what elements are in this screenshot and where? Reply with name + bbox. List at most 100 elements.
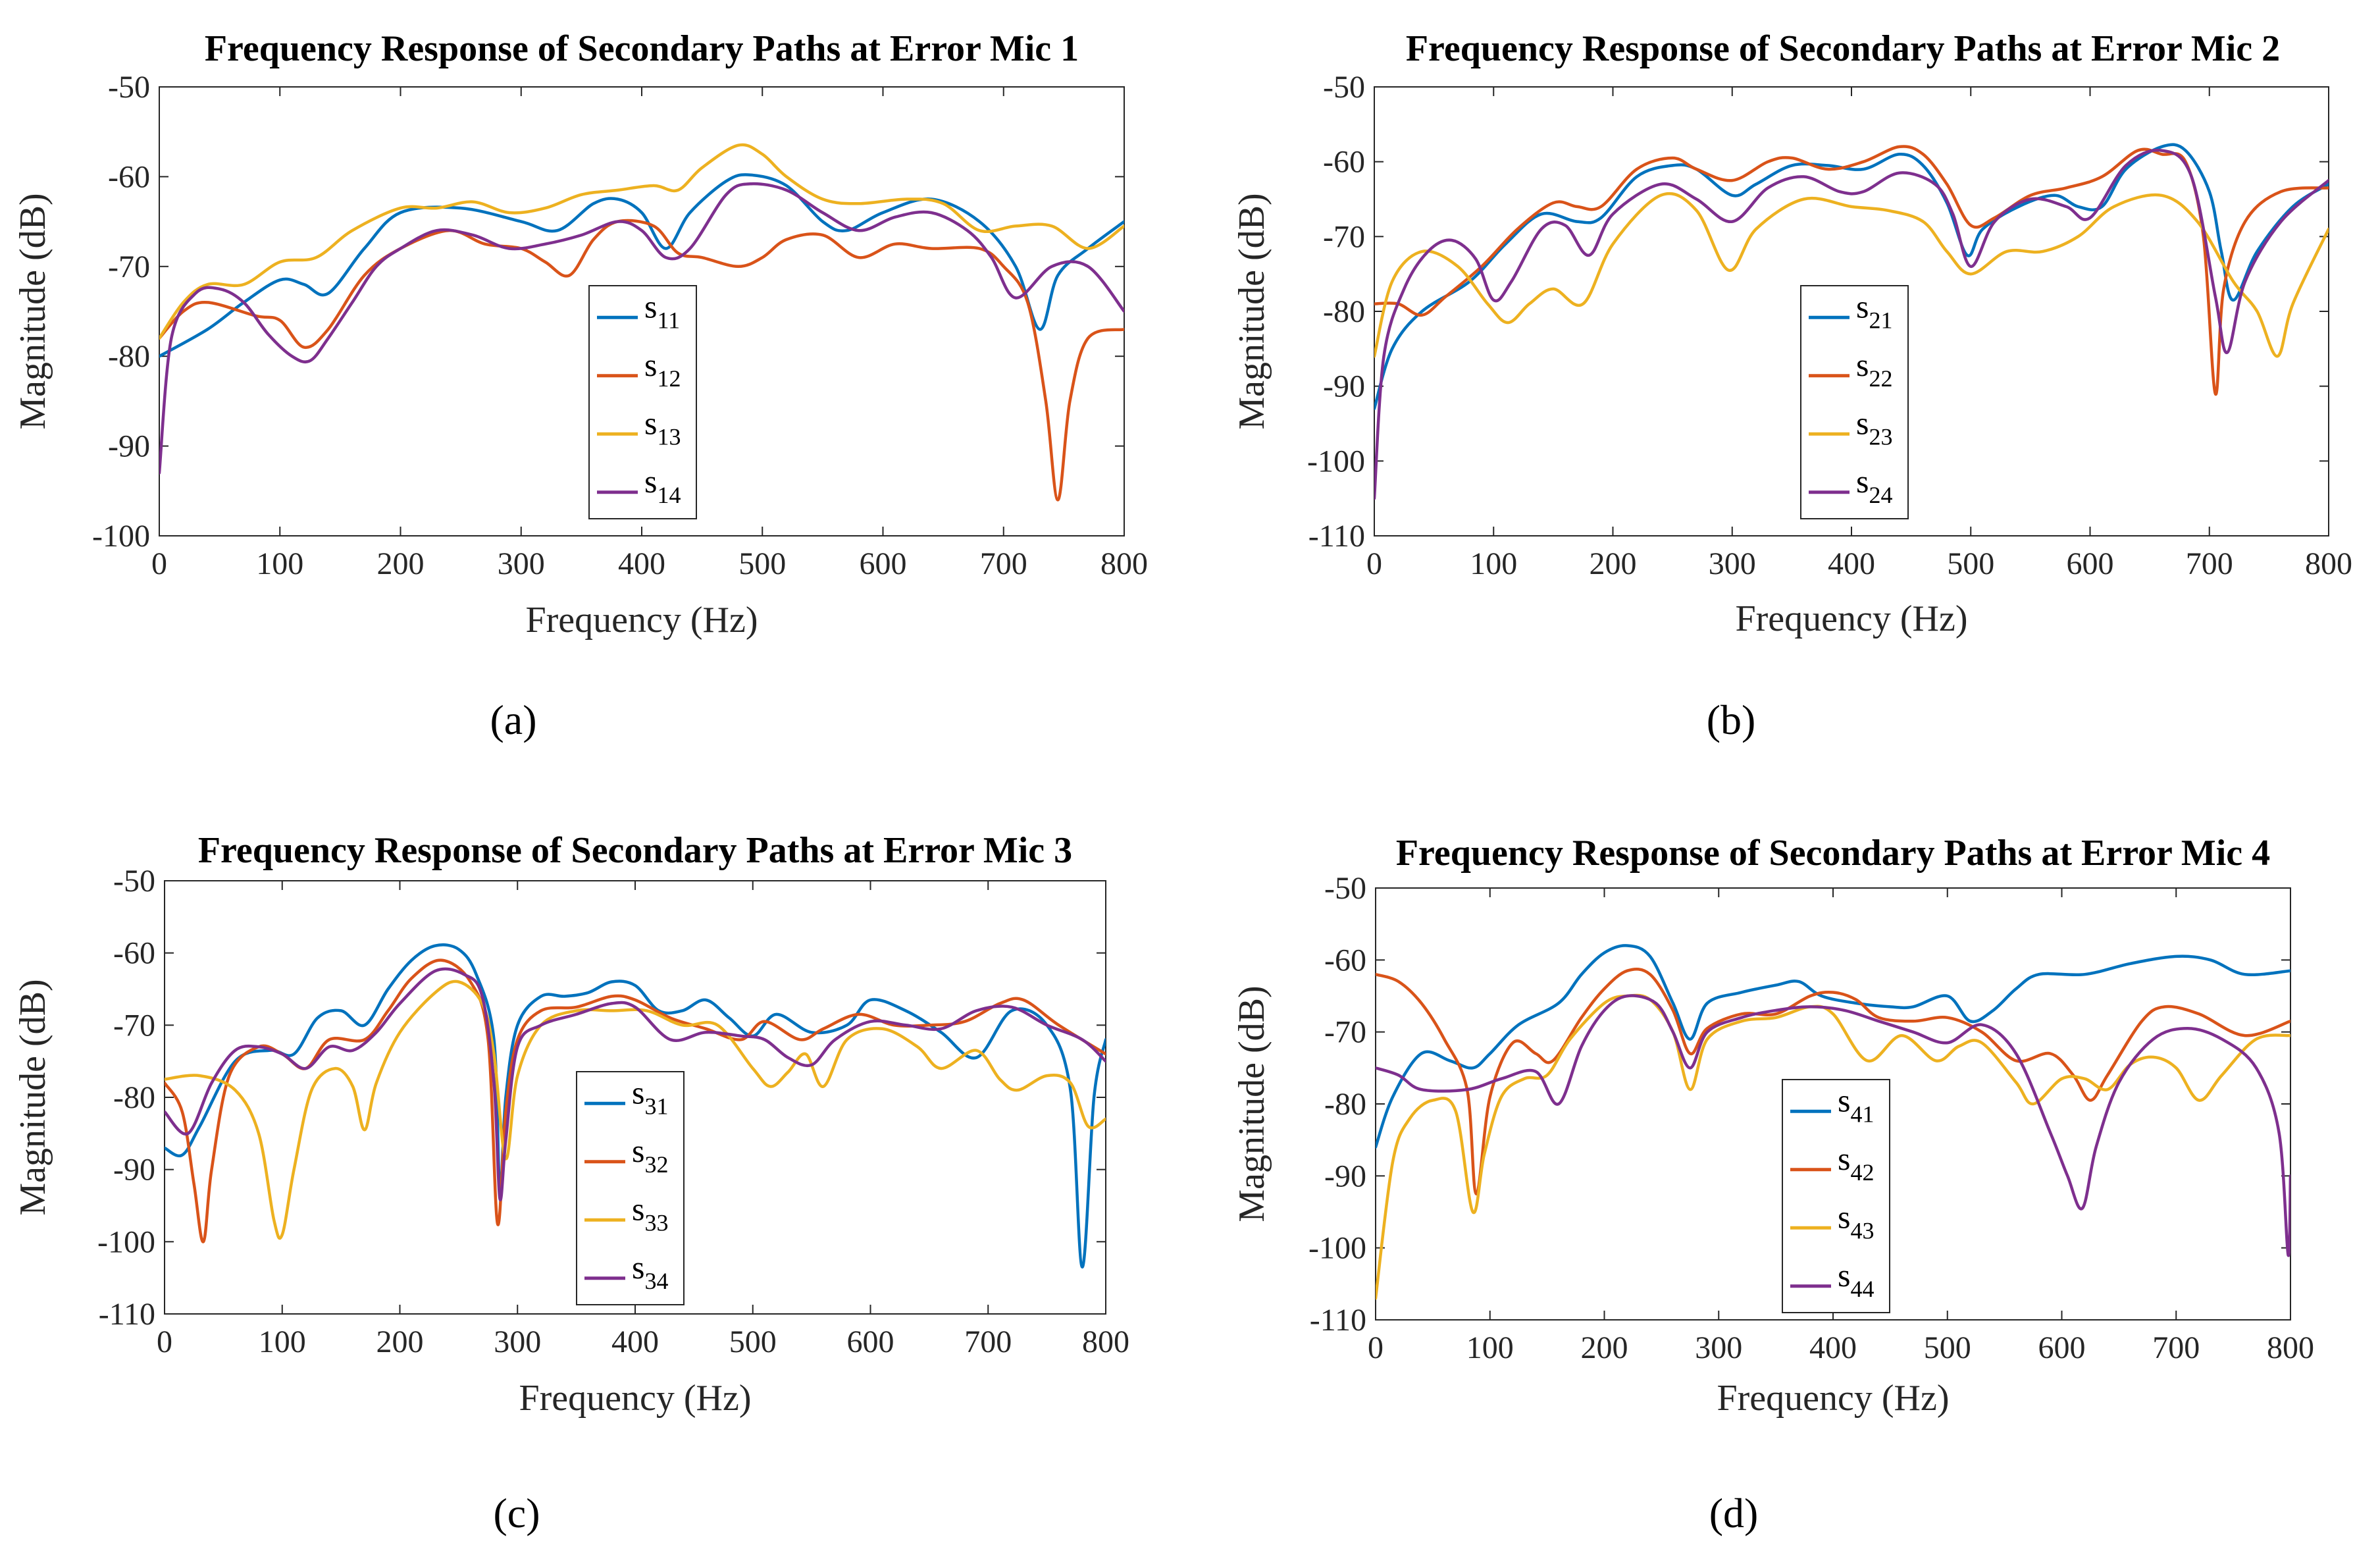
x-tick-label: 300 xyxy=(494,1324,541,1359)
x-axis-label: Frequency (Hz) xyxy=(1736,598,1968,639)
legend-entry-s41: s41 xyxy=(1838,1082,1874,1127)
y-tick-label: -110 xyxy=(1310,1303,1366,1338)
x-tick-label: 200 xyxy=(1581,1330,1628,1365)
x-tick-label: 300 xyxy=(1709,546,1756,581)
legend-entry-s14: s14 xyxy=(644,463,681,508)
legend-entry-s21: s21 xyxy=(1856,288,1892,333)
y-tick-label: -80 xyxy=(108,339,150,374)
x-tick-label: 500 xyxy=(738,546,786,581)
legend-box xyxy=(588,285,697,519)
legend: s11 s12 s13 s14 xyxy=(588,285,697,519)
y-tick-label: -110 xyxy=(1308,519,1365,554)
x-tick-label: 200 xyxy=(376,1324,424,1359)
y-tick-label: -50 xyxy=(1323,70,1365,105)
x-tick-label: 800 xyxy=(1082,1324,1129,1359)
series-line-s14 xyxy=(159,182,1124,475)
y-tick-label: -90 xyxy=(113,1153,155,1188)
y-tick-label: -110 xyxy=(99,1297,155,1332)
x-tick-label: 100 xyxy=(256,546,303,581)
x-tick-label: 700 xyxy=(2152,1330,2200,1365)
panel-caption: (b) xyxy=(1707,696,1756,743)
x-tick-label: 800 xyxy=(2305,546,2352,581)
chart-title: Frequency Response of Secondary Paths at… xyxy=(198,830,1072,871)
y-tick-label: -90 xyxy=(1323,369,1365,404)
panel-3: 0 100 200 300 400 500 600 700 800 -110 -100 -90 -80 -… xyxy=(13,830,1129,1536)
x-tick-label: 600 xyxy=(2038,1330,2086,1365)
legend-entry-s22: s22 xyxy=(1856,346,1892,392)
x-tick-label: 100 xyxy=(259,1324,306,1359)
legend-entry-s42: s42 xyxy=(1838,1140,1874,1186)
y-tick-label: -60 xyxy=(1323,145,1365,180)
y-tick-label: -70 xyxy=(1323,219,1365,254)
series-line-s23 xyxy=(1374,192,2329,358)
y-tick-label: -100 xyxy=(92,519,150,554)
chart-title: Frequency Response of Secondary Paths at… xyxy=(1406,28,2280,69)
y-tick-label: -90 xyxy=(108,429,150,464)
x-tick-label: 300 xyxy=(498,546,545,581)
x-tick-label: 0 xyxy=(1366,546,1382,581)
y-tick-label: -60 xyxy=(1324,943,1366,978)
x-tick-label: 600 xyxy=(847,1324,894,1359)
series-line-s44 xyxy=(1376,994,2290,1257)
series-line-s22 xyxy=(1374,145,2329,396)
y-tick-label: -90 xyxy=(1324,1159,1366,1193)
x-tick-label: 400 xyxy=(1828,546,1875,581)
y-tick-label: -80 xyxy=(113,1080,155,1115)
chart-title: Frequency Response of Secondary Paths at… xyxy=(1396,833,2270,874)
series-line-s41 xyxy=(1376,944,2290,1149)
panel-caption: (c) xyxy=(493,1490,540,1536)
x-axis-label: Frequency (Hz) xyxy=(1717,1378,1950,1419)
x-tick-label: 800 xyxy=(2267,1330,2314,1365)
x-tick-label: 800 xyxy=(1100,546,1148,581)
y-tick-label: -60 xyxy=(113,936,155,971)
legend-entry-s44: s44 xyxy=(1838,1257,1874,1302)
x-tick-label: 0 xyxy=(1368,1330,1384,1365)
y-axis-label: Magnitude (dB) xyxy=(1231,985,1272,1222)
x-tick-label: 700 xyxy=(964,1324,1012,1359)
y-axis-label: Magnitude (dB) xyxy=(13,979,53,1215)
x-tick-label: 200 xyxy=(1590,546,1637,581)
y-axis-label: Magnitude (dB) xyxy=(1231,193,1272,429)
y-tick-label: -50 xyxy=(1324,871,1366,906)
x-tick-label: 0 xyxy=(151,546,167,581)
series-line-s24 xyxy=(1374,148,2329,500)
legend-entry-s43: s43 xyxy=(1838,1198,1874,1243)
legend: s31 s32 s33 s34 xyxy=(576,1071,685,1305)
legend-box xyxy=(1800,285,1909,519)
legend: s41 s42 s43 s44 xyxy=(1782,1079,1890,1313)
chart-title: Frequency Response of Secondary Paths at… xyxy=(205,28,1079,69)
legend-entry-s33: s33 xyxy=(632,1190,668,1236)
legend-entry-s32: s32 xyxy=(632,1132,668,1178)
series-line-s31 xyxy=(165,943,1106,1268)
y-axis-label: Magnitude (dB) xyxy=(13,193,53,429)
y-tick-label: -50 xyxy=(108,70,150,105)
legend-box xyxy=(576,1071,685,1305)
legend: s21 s22 s23 s24 xyxy=(1800,285,1909,519)
x-tick-label: 400 xyxy=(618,546,665,581)
x-tick-label: 700 xyxy=(2186,546,2233,581)
legend-entry-s13: s13 xyxy=(644,404,681,450)
y-tick-label: -60 xyxy=(108,159,150,194)
x-tick-label: 100 xyxy=(1466,1330,1514,1365)
panel-4: 0 100 200 300 400 500 600 700 800 -110 -100 -90 -80 -… xyxy=(1231,833,2314,1536)
x-tick-label: 600 xyxy=(2067,546,2114,581)
series-line-s34 xyxy=(165,967,1106,1201)
legend-entry-s34: s34 xyxy=(632,1249,668,1294)
series-line-s12 xyxy=(159,219,1124,502)
y-tick-label: -80 xyxy=(1324,1087,1366,1122)
y-tick-label: -100 xyxy=(97,1224,155,1259)
panel-2: 0 100 200 300 400 500 600 700 800 -110 -100 -90 -80 -… xyxy=(1231,28,2352,743)
series-line-s21 xyxy=(1374,143,2329,411)
legend-entry-s11: s11 xyxy=(644,288,680,333)
x-tick-label: 400 xyxy=(611,1324,659,1359)
legend-entry-s24: s24 xyxy=(1856,463,1892,508)
series-line-s11 xyxy=(159,173,1124,358)
x-tick-label: 500 xyxy=(1947,546,1994,581)
series-line-s13 xyxy=(159,143,1124,340)
panel-caption: (d) xyxy=(1709,1490,1759,1536)
y-tick-label: -100 xyxy=(1308,1231,1366,1266)
x-axis-label: Frequency (Hz) xyxy=(526,600,758,641)
x-tick-label: 700 xyxy=(980,546,1027,581)
y-tick-label: -50 xyxy=(113,864,155,899)
